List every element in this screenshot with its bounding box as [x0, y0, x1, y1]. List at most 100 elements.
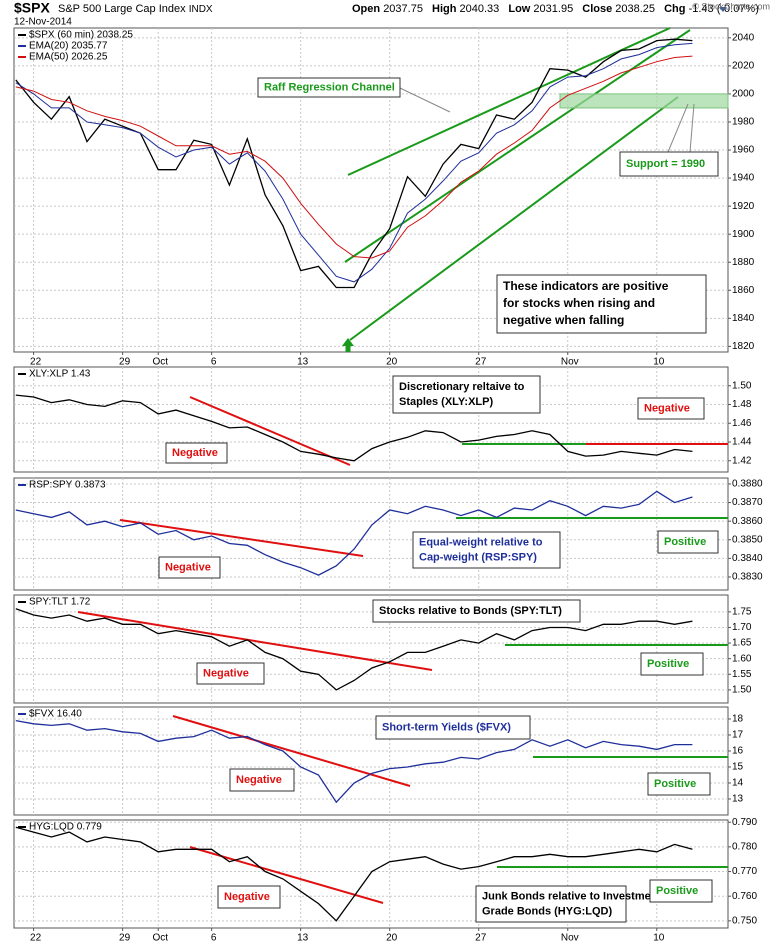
- annotation-text: Negative: [224, 891, 270, 903]
- symbol: $SPX: [14, 0, 50, 16]
- series-line: [15, 490, 693, 576]
- y-tick-label: 1.65: [732, 638, 752, 649]
- y-tick-label: 0.3830: [732, 572, 763, 583]
- annotation-text: Negative: [165, 561, 211, 573]
- annotation-box: [496, 274, 707, 334]
- annotation-text: Grade Bonds (HYG:LQD): [482, 905, 613, 917]
- annotation-box: [158, 556, 221, 579]
- date: 12-Nov-2014: [14, 17, 72, 28]
- annotation-box: [475, 885, 627, 923]
- series-line: [15, 394, 693, 462]
- y-tick-label: 1960: [732, 145, 755, 156]
- y-tick-label: 17: [732, 730, 744, 741]
- annotation-text: Support = 1990: [626, 158, 705, 170]
- annotation-box: [375, 715, 531, 740]
- exchange: INDX: [189, 4, 213, 15]
- y-tick-label: 1860: [732, 285, 755, 296]
- y-tick-label: 0.3850: [732, 534, 763, 545]
- series-line: [15, 608, 693, 691]
- up-arrow: [342, 338, 354, 352]
- annotation-box: [649, 879, 713, 903]
- x-tick-label: Oct: [152, 357, 168, 368]
- y-tick-label: 18: [732, 714, 744, 725]
- panel-frame: [13, 594, 729, 704]
- annotation-text: Negative: [644, 402, 690, 414]
- y-tick-label: 1.42: [732, 455, 752, 466]
- x-tick-label: Nov: [561, 357, 579, 368]
- y-tick-label: 1900: [732, 229, 755, 240]
- x-tick-label: 29: [119, 933, 131, 944]
- y-tick-label: 1.50: [732, 380, 752, 391]
- y-tick-label: 1940: [732, 173, 755, 184]
- stat-value: 2040.33: [460, 3, 500, 15]
- x-tick-label: 22: [30, 933, 42, 944]
- annotation-text: for stocks when rising and: [503, 296, 655, 310]
- legend-label: RSP:SPY 0.3873: [29, 480, 106, 491]
- x-tick-label: 13: [297, 357, 309, 368]
- pointer: [689, 103, 695, 153]
- y-tick-label: 1980: [732, 117, 755, 128]
- trend-line: [119, 519, 364, 557]
- y-tick-label: 1.75: [732, 606, 752, 617]
- x-tick-label: 27: [475, 357, 487, 368]
- annotation-text: Short-term Yields ($FVX): [382, 721, 511, 733]
- annotation-box: [647, 772, 711, 796]
- y-tick-label: 0.3840: [732, 553, 763, 564]
- annotation-text: Staples (XLY:XLP): [399, 396, 493, 408]
- x-tick-label: 20: [386, 933, 398, 944]
- name: S&P 500 Large Cap Index: [58, 3, 186, 15]
- series-line: [15, 55, 693, 259]
- trend-line: [189, 396, 351, 466]
- stat-label: Chg: [664, 3, 685, 15]
- stat-label: High: [432, 3, 457, 15]
- y-tick-label: 1920: [732, 201, 755, 212]
- x-tick-label: Nov: [561, 933, 579, 944]
- y-tick-label: 0.770: [732, 866, 757, 877]
- panel-frame: [13, 366, 729, 473]
- annotation-text: Positive: [647, 658, 689, 670]
- annotation-box: [412, 531, 561, 569]
- annotation-text: Stocks relative to Bonds (SPY:TLT): [379, 605, 562, 617]
- x-tick-label: Oct: [152, 933, 168, 944]
- annotation-text: Positive: [664, 536, 706, 548]
- x-tick-label: 10: [653, 357, 665, 368]
- annotation-text: Raff Regression Channel: [264, 81, 395, 93]
- y-tick-label: 0.3870: [732, 497, 763, 508]
- x-tick-label: 6: [211, 357, 217, 368]
- series-line: [15, 826, 693, 922]
- y-tick-label: 1.48: [732, 399, 752, 410]
- x-tick-label: 10: [653, 933, 665, 944]
- y-tick-label: 1.60: [732, 653, 752, 664]
- stat-label: Low: [508, 3, 530, 15]
- annotation-text: Equal-weight relative to: [419, 536, 543, 548]
- y-tick-label: 0.3860: [732, 516, 763, 527]
- series-line: [15, 719, 693, 804]
- pointer: [667, 103, 689, 153]
- annotation-text: Positive: [656, 885, 698, 897]
- legend-label: EMA(20) 2035.77: [29, 41, 108, 52]
- annotation-box: [165, 442, 228, 464]
- y-tick-label: 0.750: [732, 915, 757, 926]
- annotation-text: negative when falling: [503, 313, 624, 327]
- y-tick-label: 1820: [732, 341, 755, 352]
- trend-line: [349, 96, 679, 341]
- x-tick-label: 6: [211, 933, 217, 944]
- legend-label: HYG:LQD 0.779: [29, 822, 102, 833]
- legend-label: $FVX 16.40: [29, 709, 82, 720]
- trend-line: [347, 27, 671, 176]
- stats: Open 2037.75 High 2040.33 Low 2031.95 Cl…: [352, 3, 759, 15]
- stat-label: Close: [582, 3, 612, 15]
- annotation-box: [372, 599, 581, 623]
- y-tick-label: 13: [732, 794, 744, 805]
- annotation-box: [640, 652, 704, 676]
- annotation-text: These indicators are positive: [503, 279, 669, 293]
- x-tick-label: 13: [297, 933, 309, 944]
- y-tick-label: 1840: [732, 313, 755, 324]
- dropdown-icon[interactable]: [719, 7, 727, 12]
- pointer: [399, 87, 451, 113]
- annotation-box: [217, 885, 281, 909]
- x-tick-label: 27: [475, 933, 487, 944]
- y-tick-label: 0.780: [732, 842, 757, 853]
- annotation-text: Junk Bonds relative to Investment: [482, 890, 661, 902]
